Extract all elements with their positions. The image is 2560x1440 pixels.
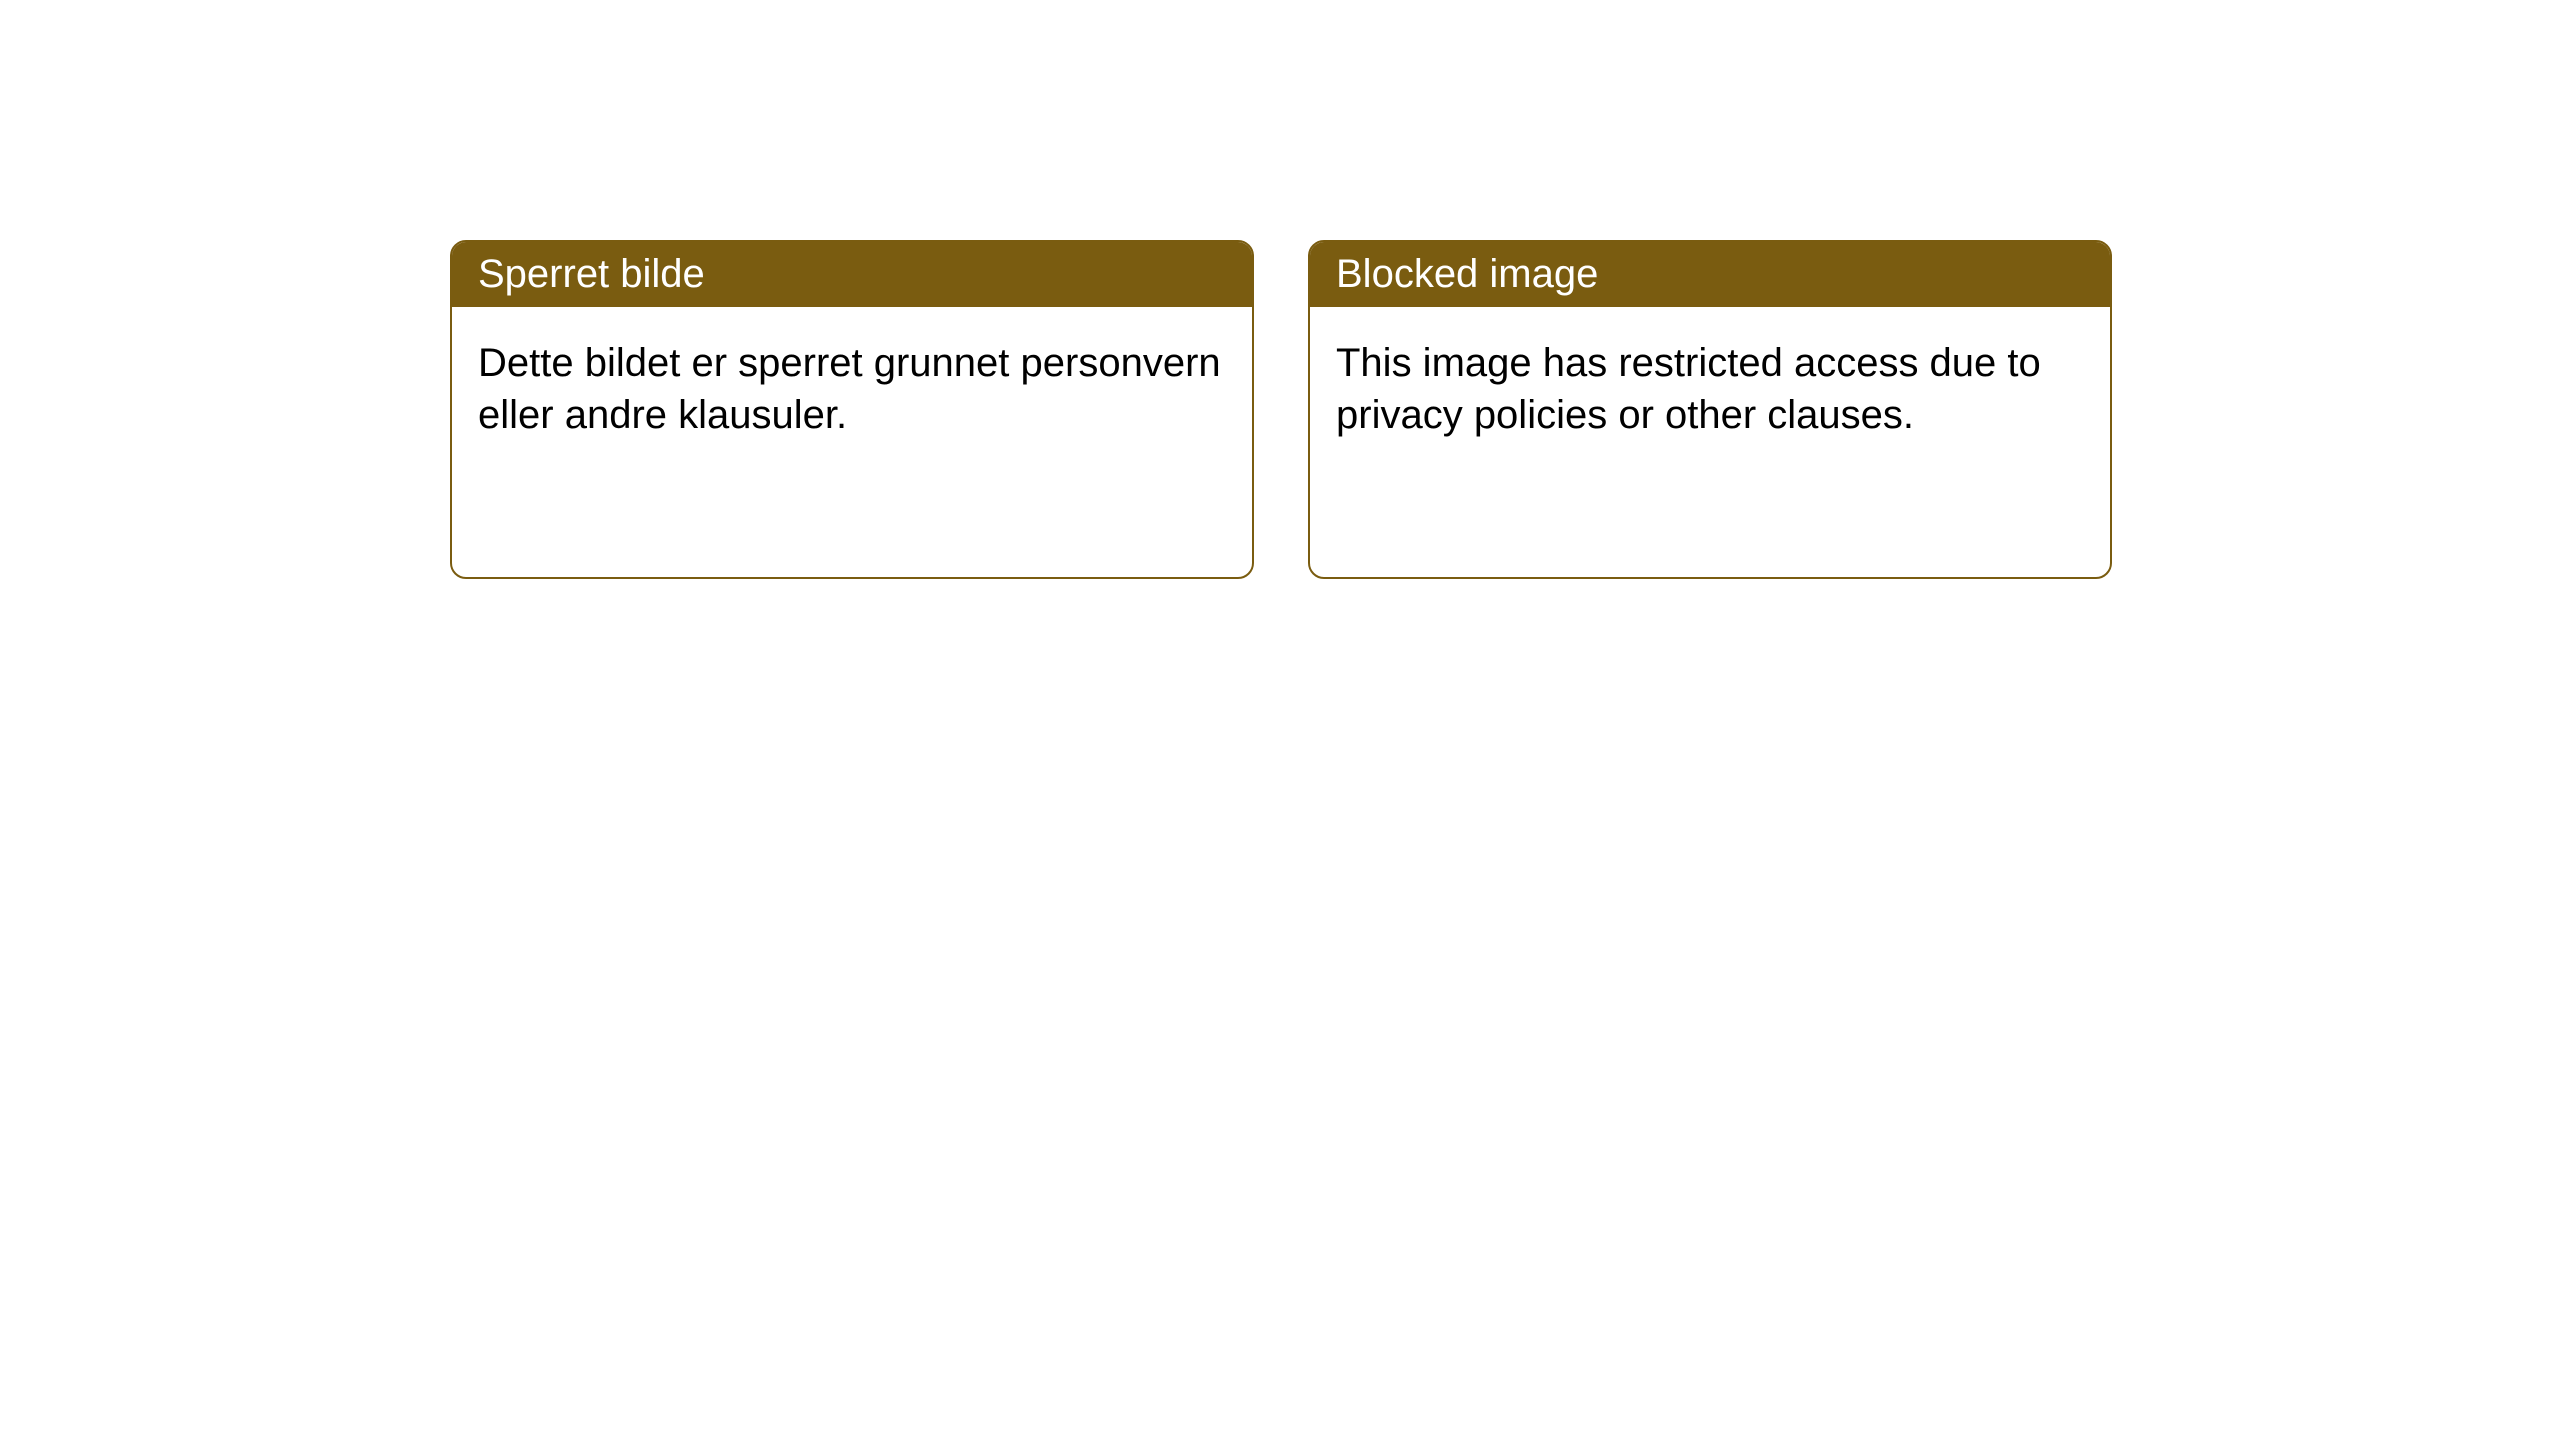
card-header: Sperret bilde xyxy=(452,242,1252,307)
card-body: This image has restricted access due to … xyxy=(1310,307,2110,577)
notice-card-norwegian: Sperret bilde Dette bildet er sperret gr… xyxy=(450,240,1254,579)
card-header-text: Sperret bilde xyxy=(478,252,705,296)
notice-card-english: Blocked image This image has restricted … xyxy=(1308,240,2112,579)
card-body: Dette bildet er sperret grunnet personve… xyxy=(452,307,1252,577)
card-header: Blocked image xyxy=(1310,242,2110,307)
card-header-text: Blocked image xyxy=(1336,252,1598,296)
card-body-text: This image has restricted access due to … xyxy=(1336,341,2041,437)
card-body-text: Dette bildet er sperret grunnet personve… xyxy=(478,341,1221,437)
notice-cards-container: Sperret bilde Dette bildet er sperret gr… xyxy=(450,240,2112,579)
